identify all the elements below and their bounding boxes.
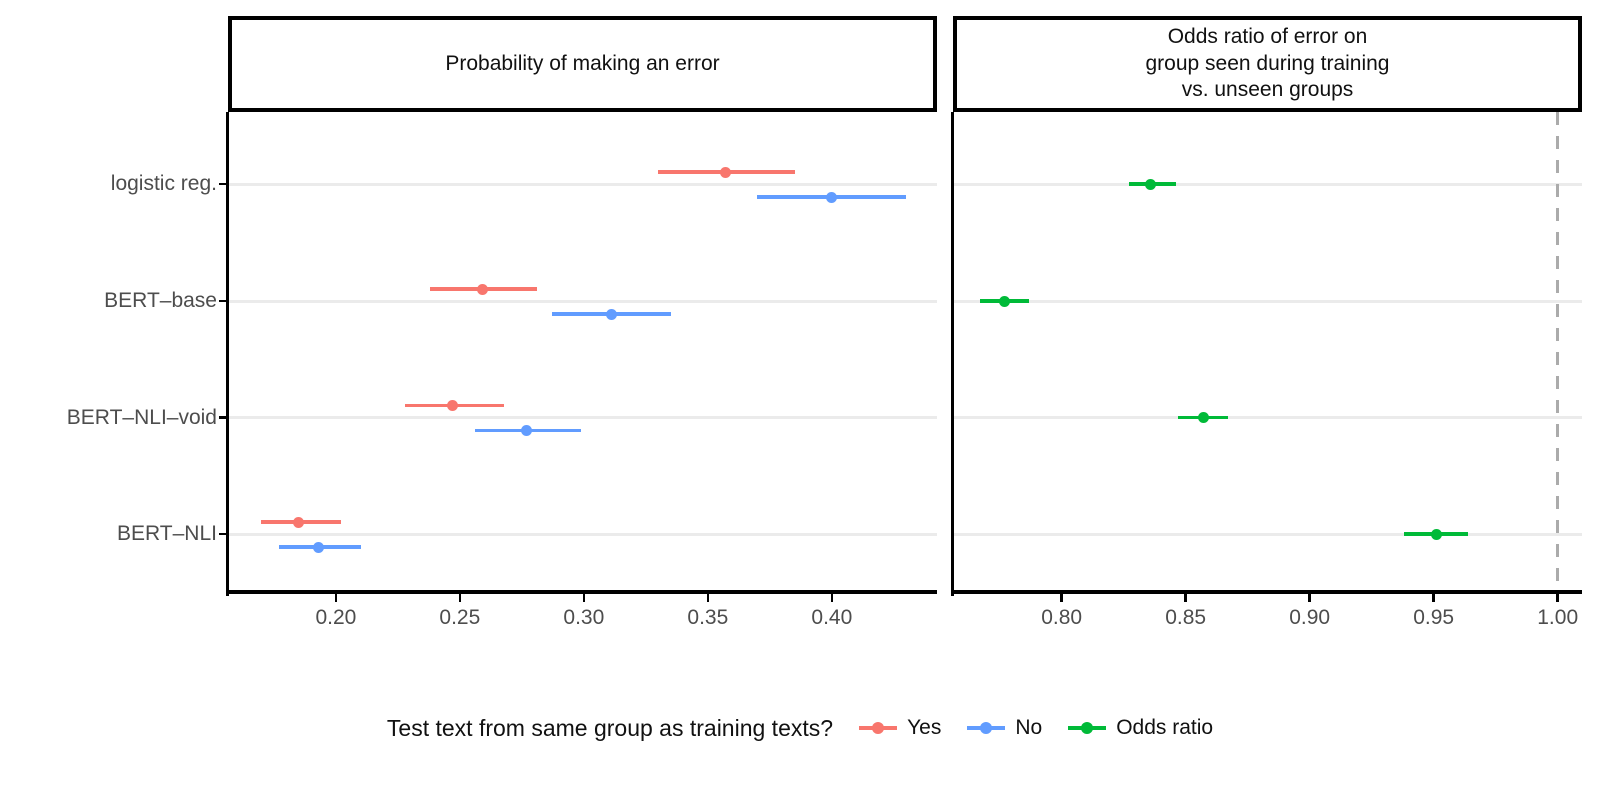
y-axis-category-label: BERT–NLI bbox=[117, 522, 217, 546]
legend-entry-label: Yes bbox=[907, 716, 942, 739]
x-tick-label: 0.35 bbox=[687, 606, 729, 629]
x-tick-label: 0.95 bbox=[1413, 606, 1455, 629]
legend-entries: Yes No Odds ratio bbox=[859, 716, 1213, 740]
facet-strip-title: Probability of making an error bbox=[445, 51, 720, 75]
data-point-no bbox=[826, 191, 838, 203]
reference-line-dashed bbox=[1556, 112, 1560, 592]
x-tick-label: 0.25 bbox=[439, 606, 481, 629]
x-tick-label: 0.90 bbox=[1289, 606, 1331, 629]
y-axis-category-label: logistic reg. bbox=[110, 172, 217, 195]
legend-key-dot bbox=[980, 722, 993, 734]
gridline bbox=[228, 299, 937, 303]
x-tick-mark bbox=[706, 594, 710, 602]
x-tick-mark bbox=[582, 594, 586, 602]
legend-key-dot bbox=[872, 722, 885, 734]
legend-key-glyph bbox=[1068, 720, 1107, 736]
legend-entry-yes: Yes bbox=[859, 716, 941, 740]
data-point-odds-ratio bbox=[999, 295, 1011, 307]
legend-title: Test text from same group as training te… bbox=[386, 714, 834, 741]
y-axis-line bbox=[950, 112, 954, 596]
legend-key-dot bbox=[1081, 722, 1094, 734]
y-tick-mark bbox=[219, 182, 227, 186]
legend-key-glyph bbox=[859, 720, 898, 736]
y-tick-mark bbox=[219, 299, 227, 303]
gridline bbox=[228, 182, 937, 186]
x-tick-label: 0.30 bbox=[563, 606, 605, 629]
x-tick-mark bbox=[830, 594, 834, 602]
y-tick-mark bbox=[219, 416, 227, 419]
x-tick-label: 1.00 bbox=[1537, 606, 1579, 629]
data-point-no bbox=[313, 541, 325, 553]
data-point-no bbox=[521, 425, 533, 437]
gridline bbox=[953, 182, 1582, 186]
x-tick-mark bbox=[1556, 594, 1559, 602]
y-axis-category-label: BERT–NLI–void bbox=[66, 405, 217, 429]
gridline bbox=[228, 532, 937, 536]
y-axis-line bbox=[225, 112, 229, 596]
legend-entry-label: No bbox=[1015, 716, 1043, 739]
facet-strip: Odds ratio of error on group seen during… bbox=[953, 16, 1582, 112]
legend-key-glyph bbox=[967, 720, 1006, 736]
gridline bbox=[953, 299, 1582, 303]
x-axis-line bbox=[950, 590, 1582, 594]
data-point-odds-ratio bbox=[1430, 528, 1442, 540]
data-point-yes bbox=[719, 166, 731, 178]
facet-strip: Probability of making an error bbox=[228, 16, 937, 112]
x-tick-label: 0.40 bbox=[811, 606, 853, 629]
data-point-odds-ratio bbox=[1197, 412, 1209, 424]
x-tick-mark bbox=[1184, 594, 1187, 602]
legend-entry-no: No bbox=[967, 716, 1042, 740]
x-tick-label: 0.85 bbox=[1165, 606, 1207, 629]
y-tick-mark bbox=[219, 532, 227, 536]
gridline bbox=[953, 416, 1582, 420]
x-tick-mark bbox=[1308, 594, 1311, 602]
chart-legend: Test text from same group as training te… bbox=[0, 702, 1600, 754]
x-tick-label: 0.20 bbox=[315, 606, 357, 629]
data-point-odds-ratio bbox=[1145, 178, 1157, 190]
legend-entry-label: Odds ratio bbox=[1116, 716, 1214, 739]
x-tick-label: 0.80 bbox=[1041, 606, 1083, 629]
x-tick-mark bbox=[334, 594, 338, 602]
data-point-yes bbox=[476, 283, 488, 295]
gridline bbox=[228, 416, 937, 420]
data-point-no bbox=[605, 308, 617, 320]
y-axis-category-label: BERT–base bbox=[104, 289, 217, 313]
legend-entry-odds-ratio: Odds ratio bbox=[1068, 716, 1213, 740]
facet-strip-title: Odds ratio of error on group seen during… bbox=[1145, 24, 1390, 102]
x-tick-mark bbox=[458, 594, 462, 602]
data-point-yes bbox=[293, 516, 305, 528]
x-axis-line bbox=[225, 590, 937, 594]
data-point-yes bbox=[446, 400, 458, 412]
x-tick-mark bbox=[1060, 594, 1063, 602]
gridline bbox=[953, 532, 1582, 536]
x-tick-mark bbox=[1432, 594, 1435, 602]
